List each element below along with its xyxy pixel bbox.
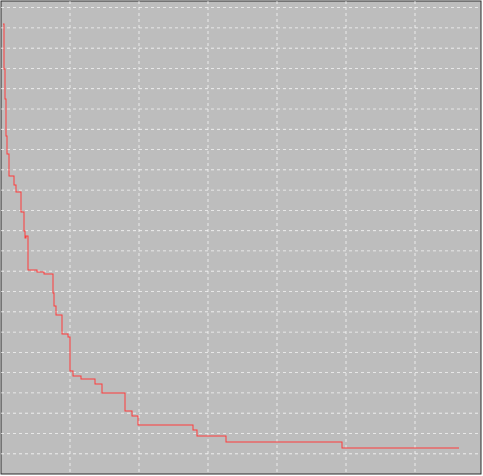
series-line [3, 23, 459, 449]
series-layer [3, 23, 459, 449]
